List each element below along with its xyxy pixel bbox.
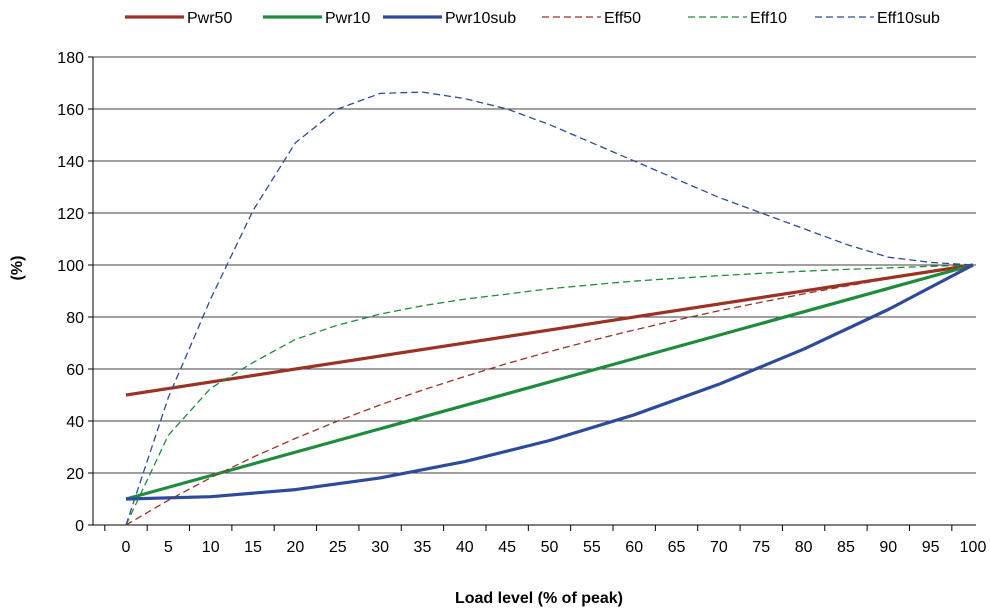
x-axis-title: Load level (% of peak) bbox=[455, 590, 623, 607]
legend-label-eff10: Eff10 bbox=[750, 10, 787, 27]
x-tick-label: 80 bbox=[795, 539, 813, 556]
legend: Pwr50 Pwr10 Pwr10sub Eff50 Eff10 Eff10sub bbox=[125, 10, 940, 27]
legend-label-pwr10sub: Pwr10sub bbox=[445, 10, 516, 27]
x-tick-label: 90 bbox=[879, 539, 897, 556]
x-tick-label: 95 bbox=[922, 539, 940, 556]
x-tick-label: 75 bbox=[752, 539, 770, 556]
series-lines bbox=[125, 91, 974, 526]
tick-labels: 0 20 40 60 80 100 120 140 160 180 0 5 10 15 20 25 30 35 40… bbox=[57, 50, 986, 556]
x-tick-label: 20 bbox=[287, 539, 305, 556]
x-tick-label: 35 bbox=[414, 539, 432, 556]
legend-label-eff10sub: Eff10sub bbox=[877, 10, 940, 27]
x-tick-label: 15 bbox=[244, 539, 262, 556]
series-line-pwr50 bbox=[125, 263, 974, 397]
series-line-eff50 bbox=[125, 264, 974, 526]
x-tick-label: 30 bbox=[371, 539, 389, 556]
axes bbox=[88, 56, 976, 531]
legend-label-pwr50: Pwr50 bbox=[187, 10, 232, 27]
y-tick-label: 60 bbox=[66, 362, 84, 379]
y-tick-label: 160 bbox=[57, 102, 84, 119]
y-axis-title: (%) bbox=[9, 256, 26, 281]
x-tick-label: 0 bbox=[122, 539, 131, 556]
y-tick-label: 140 bbox=[57, 154, 84, 171]
series-line-pwr10 bbox=[125, 263, 974, 501]
x-tick-label: 65 bbox=[668, 539, 686, 556]
x-tick-label: 10 bbox=[202, 539, 220, 556]
x-tick-label: 55 bbox=[583, 539, 601, 556]
y-tick-label: 180 bbox=[57, 50, 84, 67]
legend-label-pwr10: Pwr10 bbox=[325, 10, 370, 27]
x-tick-label: 25 bbox=[329, 539, 347, 556]
series-line-eff10sub bbox=[125, 91, 974, 526]
x-tick-label: 40 bbox=[456, 539, 474, 556]
x-tick-label: 100 bbox=[960, 539, 987, 556]
x-tick-label: 60 bbox=[625, 539, 643, 556]
x-tick-label: 45 bbox=[498, 539, 516, 556]
y-tick-label: 80 bbox=[66, 310, 84, 327]
y-tick-label: 40 bbox=[66, 414, 84, 431]
x-tick-label: 85 bbox=[837, 539, 855, 556]
y-tick-label: 120 bbox=[57, 206, 84, 223]
x-tick-label: 70 bbox=[710, 539, 728, 556]
x-tick-label: 50 bbox=[541, 539, 559, 556]
series-line-pwr10sub bbox=[125, 263, 974, 501]
y-tick-label: 100 bbox=[57, 258, 84, 275]
x-tick-label: 5 bbox=[164, 539, 173, 556]
series-line-eff10 bbox=[125, 264, 974, 526]
y-tick-label: 20 bbox=[66, 466, 84, 483]
legend-label-eff50: Eff50 bbox=[604, 10, 641, 27]
y-tick-label: 0 bbox=[75, 518, 84, 535]
grid bbox=[93, 56, 976, 474]
